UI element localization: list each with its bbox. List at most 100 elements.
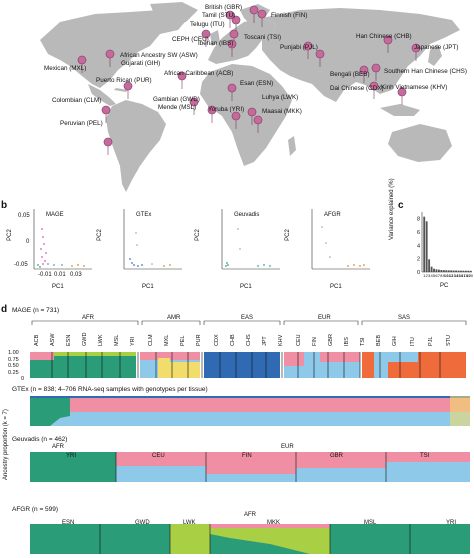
geuvadis-pop-gbr: GBR (330, 453, 344, 459)
variance-ytick: 0 (417, 270, 420, 276)
geuvadis-bar (30, 452, 470, 482)
variance-ytick: 6 (417, 230, 420, 236)
map-label-itu: Telugu (ITU) (190, 21, 225, 28)
afgr-pop-mkk: MKK (267, 520, 281, 526)
map-label-chs: Southern Han Chinese (CHS) (384, 68, 467, 75)
mage-pop-label: PEL (180, 335, 186, 346)
mage-header (31, 320, 467, 325)
geuvadis-pop-yri: YRI (66, 453, 77, 459)
mage-super-eur: EUR (318, 315, 331, 321)
variance-xtick: 9 (443, 273, 446, 278)
variance-xtick: 2 (426, 273, 429, 278)
geuvadis-title: Geuvadis (n = 462) (12, 436, 68, 443)
variance-xtick: 4 (430, 273, 433, 278)
afgr-pop-esn: ESN (62, 520, 75, 526)
mage-pop-label: CHB (230, 334, 236, 346)
variance-ytick: 8 (417, 217, 420, 223)
variance-xtick: 1 (423, 273, 426, 278)
map-label-gih: Gujarati (GIH) (121, 60, 161, 67)
map-label-chb: Han Chinese (CHB) (356, 33, 412, 40)
mage-super-eas: EAS (241, 315, 254, 321)
pca-ylabel-3: PC2 (194, 229, 201, 241)
mage-pop-label: GIH (392, 336, 398, 346)
variance-xtick: 11 (447, 273, 452, 278)
mage-pop-label: PJL (428, 336, 434, 346)
pca-panel-mage (33, 209, 92, 270)
variance-bar-3 (428, 259, 431, 272)
variance-xtick: 8 (440, 273, 443, 278)
variance-bar-6 (435, 269, 438, 272)
map-label-jpt: Japanese (JPT) (414, 44, 459, 51)
variance-bar-17 (462, 270, 465, 272)
mage-pop-label: PUR (196, 334, 202, 346)
panel-letter-c: c (398, 200, 404, 211)
afgr-bar (30, 524, 470, 554)
map-label-asw: African Ancestry SW (ASW) (120, 52, 198, 59)
geuvadis-pop-tsi: TSI (420, 453, 430, 459)
mage-pop-label: IBS (344, 337, 350, 346)
mage-pop-label: MXL (164, 334, 170, 346)
pca-panels (33, 209, 370, 270)
pca-xtick-1a: -0.01 (38, 272, 52, 278)
mage-pop-label: GWD (82, 332, 88, 346)
variance-xlabel: PC (440, 283, 449, 289)
map-label-khv: Kinh Vietnamese (KHV) (381, 84, 448, 91)
pca-panel-geuvadis (221, 209, 280, 270)
admixture-bars (30, 352, 470, 554)
variance-bar-12 (450, 270, 453, 272)
panel-letter-d: d (1, 304, 8, 315)
mage-pop-label: YRI (130, 336, 136, 346)
mage-pop-label: GBR (328, 334, 334, 346)
pca-panel-gtex (123, 209, 182, 270)
mage-pop-label: CLM (148, 334, 154, 346)
geuvadis-pop-fin: FIN (242, 453, 252, 459)
variance-bar-16 (460, 270, 462, 272)
pca-xlabel-1: PC1 (52, 284, 64, 290)
variance-xtick: 20 (469, 273, 474, 278)
afgr-pop-lwk: LWK (183, 520, 196, 526)
panel-letter-b: b (1, 200, 8, 211)
map-label-cdx: Dai Chinese (CDX) (330, 85, 384, 92)
map-label-lwk: Luhya (LWK) (262, 94, 299, 101)
variance-bar-10 (445, 270, 448, 272)
pca-panel-afgr (311, 209, 370, 270)
map-label-pjl: Punjabi (PJL) (280, 44, 318, 51)
mage-title: MAGE (n = 731) (12, 307, 60, 314)
map-label-acb: African Caribbean (ACB) (164, 70, 234, 77)
variance-xtick: 18 (464, 273, 469, 278)
mage-super-amr: AMR (167, 315, 181, 321)
mage-super-sas: SAS (398, 315, 411, 321)
afgr-super-afr: AFR (244, 512, 256, 518)
map-label-ceu: CEPH (CEU) (172, 36, 209, 43)
afgr-pop-yri: YRI (446, 520, 457, 526)
variance-bar-18 (464, 270, 467, 272)
map-label-stu: Tamil (STU) (202, 12, 236, 19)
map-label-pur: Puerto Rican (PUR) (96, 77, 152, 84)
map-label-yri: Yoruba (YRI) (208, 106, 245, 113)
variance-xtick: 7 (438, 273, 441, 278)
gtex-title: GTEx (n = 838; 4–706 RNA-seq samples wit… (12, 386, 208, 393)
variance-ylabel: Variance explained (%) (389, 178, 395, 240)
variance-ytick: 4 (417, 243, 420, 249)
mage-pop-label: JPT (262, 336, 268, 346)
pca-ylabel-2: PC2 (96, 229, 103, 241)
map-label-tsi: Toscani (TSI) (244, 34, 282, 41)
world-map (0, 0, 474, 198)
mage-pop-label: CDX (214, 334, 220, 346)
mage-pop-label: KHV (278, 334, 284, 346)
variance-xtick: 6 (435, 273, 438, 278)
variance-xtick: 17 (461, 273, 466, 278)
pca-xlabel-2: PC1 (142, 284, 154, 290)
variance-bar-1 (423, 216, 426, 272)
variance-xtick: 12 (449, 273, 454, 278)
variance-bar-19 (467, 270, 470, 272)
map-label-beb: Bengali (BEB) (330, 71, 370, 78)
variance-bar-4 (430, 266, 433, 272)
variance-xtick: 19 (466, 273, 471, 278)
geuvadis-super-eur: EUR (281, 444, 294, 450)
variance-xtick: 10 (444, 273, 449, 278)
variance-bar-20 (469, 270, 472, 272)
variance-bar-2 (425, 221, 428, 272)
mage-pop-label: CHS (246, 334, 252, 346)
